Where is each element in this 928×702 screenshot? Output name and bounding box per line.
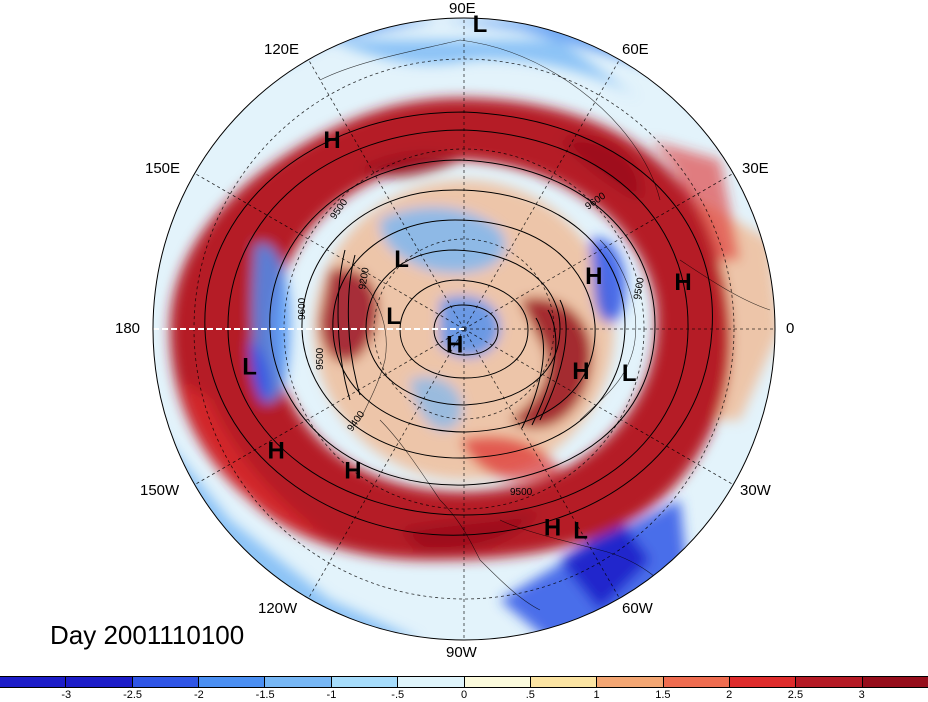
- lon-label: 180: [115, 320, 141, 337]
- high-pressure-label: H: [572, 358, 589, 385]
- low-pressure-label: L: [473, 11, 488, 38]
- low-pressure-label: L: [622, 360, 637, 387]
- high-pressure-label: H: [323, 127, 340, 154]
- colorbar-swatch: [796, 677, 863, 687]
- low-pressure-label: L: [386, 303, 401, 330]
- lon-label: 60W: [622, 600, 653, 617]
- high-pressure-label: H: [344, 458, 361, 485]
- colorbar-swatch: [199, 677, 266, 687]
- colorbar-swatch: [0, 677, 67, 687]
- lon-label: 60E: [622, 41, 649, 58]
- colorbar-swatch: [597, 677, 664, 687]
- colorbar-swatch: [862, 677, 928, 687]
- lon-label: 90W: [446, 644, 477, 661]
- colorbar-tick-label: 0: [460, 689, 468, 701]
- colorbar-tick-label: -3: [61, 689, 72, 701]
- colorbar-swatch: [398, 677, 465, 687]
- colorbar-tick-label: 1: [593, 689, 600, 701]
- low-pressure-label: L: [242, 353, 257, 380]
- colorbar-swatch: [464, 677, 531, 687]
- colorbar-swatch: [265, 677, 332, 687]
- colorbar-swatch: [530, 677, 598, 687]
- colorbar-tick-label: -.5: [391, 689, 405, 701]
- colorbar-swatch: [663, 677, 730, 687]
- lon-label: 30W: [740, 482, 771, 499]
- low-pressure-label: L: [573, 518, 588, 545]
- lon-label: 90E: [449, 0, 476, 17]
- contour-label: 9600: [297, 297, 308, 320]
- lon-label: 120E: [264, 41, 300, 58]
- contour-label: 9200: [357, 266, 372, 290]
- low-pressure-label: L: [394, 246, 409, 273]
- colorbar-tick-label: -2: [193, 689, 204, 701]
- high-pressure-label: H: [544, 514, 561, 541]
- polar-stereographic-map: 9500 9600 9500 9400 9500 9600 9500 9200 …: [152, 11, 776, 641]
- colorbar: [0, 676, 928, 688]
- colorbar-tick-label: 3: [858, 689, 865, 701]
- colorbar-tick-label: 2.5: [787, 689, 804, 701]
- colorbar-tick-label: .5: [525, 689, 535, 701]
- colorbar-tick-label: 1.5: [655, 689, 671, 701]
- lon-label: 120W: [258, 600, 298, 617]
- lon-label: 30E: [742, 160, 769, 177]
- colorbar-labels: -3 -2.5 -2 -1.5 -1 -.5 0 .5 1 1.5 2 2.5 3: [0, 689, 928, 702]
- colorbar-tick-label: -2.5: [123, 689, 143, 701]
- high-pressure-label: H: [268, 438, 285, 465]
- lon-label: 150E: [145, 160, 181, 177]
- day-label: Day 2001110100: [50, 620, 245, 650]
- colorbar-tick-label: -1: [326, 689, 337, 701]
- lon-label: 150W: [140, 482, 180, 499]
- contour-label: 9500: [632, 276, 647, 300]
- colorbar-tick-label: 2: [726, 689, 733, 701]
- colorbar-swatch: [132, 677, 200, 687]
- lon-label: 0: [786, 320, 795, 337]
- high-pressure-label: H: [446, 332, 463, 359]
- colorbar-swatch: [729, 677, 797, 687]
- contour-label: 9500: [510, 487, 533, 498]
- colorbar-swatch: [331, 677, 399, 687]
- colorbar-swatch: [66, 677, 133, 687]
- high-pressure-label: H: [585, 263, 602, 290]
- colorbar-tick-label: -1.5: [255, 689, 275, 701]
- high-pressure-label: H: [674, 269, 691, 296]
- contour-label: 9500: [315, 347, 326, 370]
